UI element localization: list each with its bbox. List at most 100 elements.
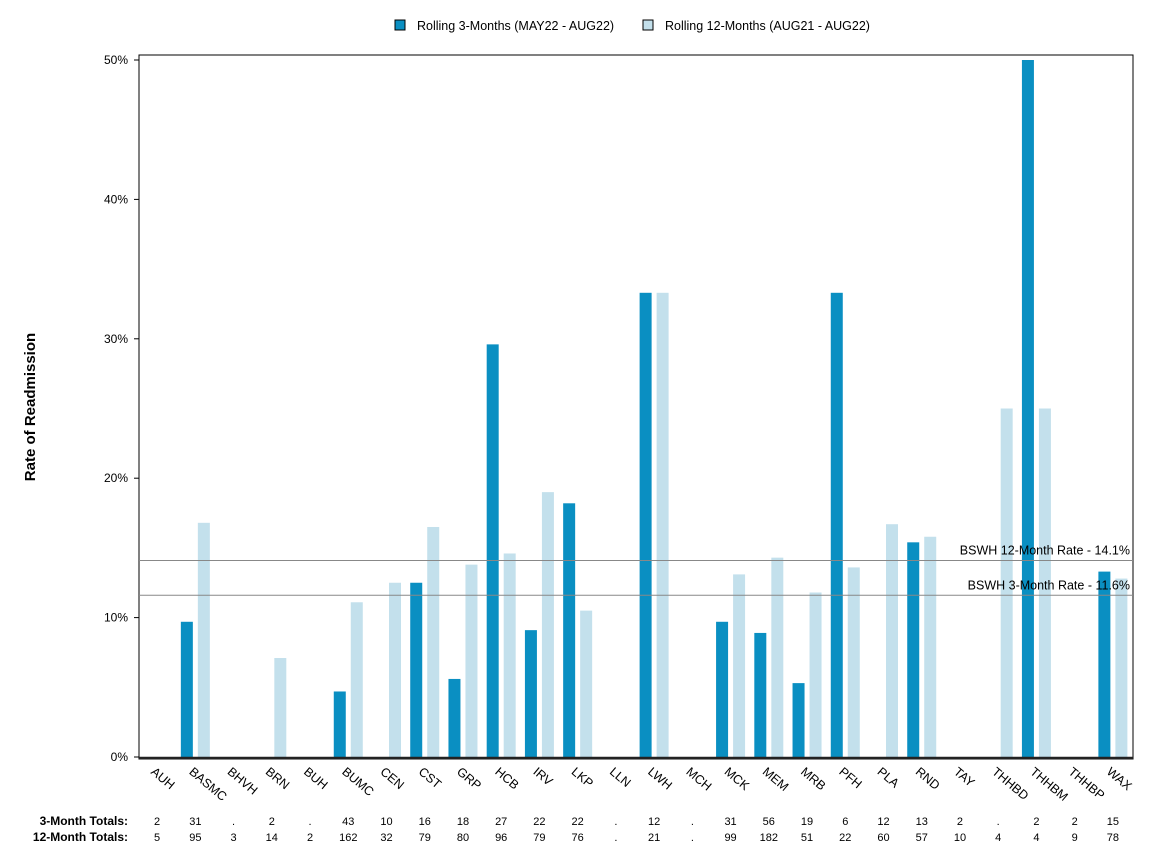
reference-line-label-0: BSWH 12-Month Rate - 14.1% <box>960 543 1130 557</box>
bar-3m-bumc <box>333 691 346 757</box>
plot-frame <box>138 54 1134 760</box>
x-tick-label-buh: BUH <box>301 765 330 793</box>
totals-value-0-thhbp: 2 <box>1072 816 1078 828</box>
bar-12m-pfh <box>847 567 860 757</box>
x-tick-label-mck: MCK <box>722 765 753 794</box>
x-tick-label-rnd: RND <box>913 765 943 793</box>
y-tick-label-4: 40% <box>104 192 128 206</box>
totals-value-1-mrb: 51 <box>801 832 813 844</box>
totals-value-1-buh: 2 <box>307 832 313 844</box>
totals-value-1-lkp: 76 <box>572 832 584 844</box>
totals-row-label-1: 12-Month Totals: <box>33 830 128 844</box>
bar-3m-cst <box>410 582 423 757</box>
totals-value-0-buh: . <box>309 816 312 828</box>
totals-value-1-pfh: 22 <box>839 832 851 844</box>
x-tick-label-cst: CST <box>416 765 444 792</box>
totals-value-0-hcb: 27 <box>495 816 507 828</box>
totals-value-1-mem: 182 <box>760 832 778 844</box>
reference-line-label-1: BSWH 3-Month Rate - 11.6% <box>968 578 1130 592</box>
bar-12m-brn <box>274 658 287 757</box>
x-tick-label-tay: TAY <box>951 765 978 791</box>
legend-swatch-1 <box>642 19 654 31</box>
x-tick-label-irv: IRV <box>530 765 555 789</box>
y-tick-label-2: 20% <box>104 471 128 485</box>
bar-12m-mem <box>771 557 784 757</box>
totals-value-0-brn: 2 <box>269 816 275 828</box>
totals-value-1-pla: 60 <box>877 832 889 844</box>
x-tick-label-hcb: HCB <box>492 765 521 793</box>
totals-value-0-bumc: 43 <box>342 816 354 828</box>
x-tick-label-thhbp: THHBP <box>1066 765 1107 803</box>
totals-value-1-basmc: 95 <box>189 832 201 844</box>
totals-value-0-tay: 2 <box>957 816 963 828</box>
totals-value-0-thhbd: . <box>997 816 1000 828</box>
totals-value-0-lwh: 12 <box>648 816 660 828</box>
bar-3m-wax <box>1098 571 1111 757</box>
totals-value-0-irv: 22 <box>533 816 545 828</box>
bar-3m-mrb <box>792 683 805 757</box>
totals-value-0-wax: 15 <box>1107 816 1119 828</box>
bar-12m-grp <box>465 564 478 757</box>
x-tick-label-grp: GRP <box>454 765 484 793</box>
x-tick-label-lkp: LKP <box>569 765 596 791</box>
totals-value-1-wax: 78 <box>1107 832 1119 844</box>
x-tick-label-thhbm: THHBM <box>1027 765 1070 804</box>
totals-value-0-lkp: 22 <box>572 816 584 828</box>
totals-value-1-grp: 80 <box>457 832 469 844</box>
bar-12m-mrb <box>809 592 822 757</box>
totals-value-0-rnd: 13 <box>916 816 928 828</box>
x-tick-label-cen: CEN <box>378 765 407 793</box>
totals-value-0-cen: 10 <box>380 816 392 828</box>
bar-12m-cen <box>389 582 401 757</box>
totals-value-1-bumc: 162 <box>339 832 357 844</box>
x-tick-label-pla: PLA <box>875 765 903 791</box>
bar-12m-wax <box>1115 578 1128 757</box>
totals-value-0-mrb: 19 <box>801 816 813 828</box>
x-tick-label-bhvh: BHVH <box>225 765 261 798</box>
bar-12m-cst <box>427 526 440 757</box>
bar-3m-mck <box>716 621 729 757</box>
bar-3m-lwh <box>639 292 652 757</box>
x-tick-label-auh: AUH <box>148 765 177 793</box>
y-tick-label-3: 30% <box>104 332 128 346</box>
totals-value-1-cen: 32 <box>380 832 392 844</box>
totals-value-1-mch: . <box>691 832 694 844</box>
x-tick-label-basmc: BASMC <box>186 765 229 804</box>
x-tick-label-wax: WAX <box>1104 765 1135 794</box>
legend-label-0: Rolling 3-Months (MAY22 - AUG22) <box>417 19 614 33</box>
bar-3m-irv <box>524 630 537 757</box>
bar-3m-hcb <box>486 344 499 757</box>
y-tick-label-0: 0% <box>111 750 129 764</box>
totals-value-0-pla: 12 <box>877 816 889 828</box>
totals-value-1-lln: . <box>614 832 617 844</box>
totals-value-1-rnd: 57 <box>916 832 928 844</box>
bar-3m-rnd <box>907 542 920 757</box>
totals-value-1-bhvh: 3 <box>231 832 237 844</box>
totals-value-0-lln: . <box>614 816 617 828</box>
totals-value-0-mck: 31 <box>724 816 736 828</box>
bar-12m-pla <box>886 524 898 757</box>
legend-label-1: Rolling 12-Months (AUG21 - AUG22) <box>665 19 870 33</box>
totals-value-1-brn: 14 <box>266 832 278 844</box>
bar-12m-bumc <box>350 602 363 757</box>
x-tick-label-lln: LLN <box>607 765 634 790</box>
totals-value-1-cst: 79 <box>419 832 431 844</box>
totals-row-label-0: 3-Month Totals: <box>40 814 128 828</box>
y-tick-label-1: 10% <box>104 611 128 625</box>
totals-value-1-tay: 10 <box>954 832 966 844</box>
x-tick-label-lwh: LWH <box>645 765 675 793</box>
bar-12m-rnd <box>924 536 937 757</box>
y-axis-label: Rate of Readmission <box>22 333 39 481</box>
y-tick-label-5: 50% <box>104 53 128 67</box>
totals-value-1-hcb: 96 <box>495 832 507 844</box>
x-tick-label-brn: BRN <box>263 765 292 793</box>
totals-value-1-thhbd: 4 <box>995 832 1001 844</box>
totals-value-0-basmc: 31 <box>189 816 201 828</box>
bar-3m-mem <box>754 632 767 757</box>
totals-value-0-grp: 18 <box>457 816 469 828</box>
totals-value-0-mch: . <box>691 816 694 828</box>
x-tick-label-thhbd: THHBD <box>989 765 1031 803</box>
bar-12m-thhbm <box>1038 408 1051 757</box>
x-tick-label-mrb: MRB <box>798 765 828 794</box>
